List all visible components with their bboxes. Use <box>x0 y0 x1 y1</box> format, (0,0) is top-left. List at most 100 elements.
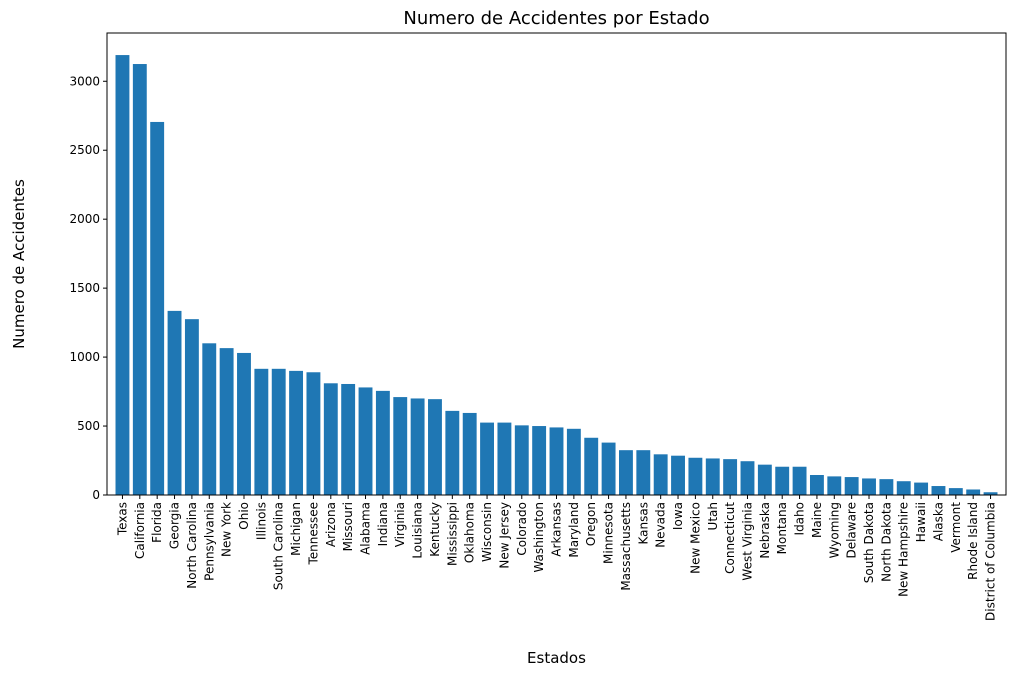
x-tick-label: Alabama <box>359 502 373 555</box>
bar-alabama <box>358 387 373 495</box>
bar-nevada <box>653 454 668 495</box>
bar-north-dakota <box>879 479 894 495</box>
bar-utah <box>705 458 720 495</box>
bar-mississippi <box>445 410 460 495</box>
y-tick-label: 500 <box>77 419 100 433</box>
bar-illinois <box>254 368 269 495</box>
bar-north-carolina <box>184 319 199 495</box>
chart-title: Numero de Accidentes por Estado <box>403 8 709 29</box>
bar-virginia <box>393 397 408 495</box>
x-tick-label: Michigan <box>289 502 303 556</box>
x-tick-label: Alaska <box>931 502 945 541</box>
bar-michigan <box>289 370 304 495</box>
bar-montana <box>775 466 790 495</box>
x-tick-label: Pennsylvania <box>202 502 216 581</box>
x-tick-label: Kentucky <box>428 502 442 557</box>
bar-tennessee <box>306 372 321 495</box>
bar-kansas <box>636 450 651 495</box>
bar-arizona <box>323 383 338 495</box>
bar-maryland <box>566 428 581 495</box>
x-tick-label: New Jersey <box>497 502 511 569</box>
x-tick-label: New York <box>220 502 234 557</box>
x-tick-label: Maine <box>810 502 824 538</box>
x-tick-label: Colorado <box>515 502 529 556</box>
x-tick-label: New Mexico <box>688 502 702 574</box>
x-tick-label: Ohio <box>237 502 251 530</box>
x-tick-label: Vermont <box>949 502 963 553</box>
bar-florida <box>150 121 165 495</box>
x-tick-label: Iowa <box>671 502 685 530</box>
x-tick-label: Arkansas <box>550 502 564 557</box>
bar-delaware <box>844 477 859 495</box>
y-tick-label: 1500 <box>69 281 100 295</box>
x-tick-label: Nebraska <box>758 502 772 559</box>
y-axis-label: Numero de Accidentes <box>10 179 28 349</box>
y-tick-label: 0 <box>92 488 100 502</box>
x-tick-label: Illinois <box>254 502 268 540</box>
x-tick-label: Massachusetts <box>619 502 633 591</box>
x-tick-label: Florida <box>150 502 164 543</box>
bar-wisconsin <box>480 422 494 495</box>
bar-missouri <box>341 383 356 495</box>
x-tick-label: Texas <box>115 502 129 536</box>
x-tick-label: Delaware <box>845 502 859 559</box>
x-tick-label: Idaho <box>793 502 807 535</box>
bar-california <box>132 64 147 496</box>
x-tick-label: Utah <box>706 502 720 530</box>
bar-hawaii <box>914 482 929 495</box>
x-tick-label: New Hampshire <box>897 502 911 597</box>
y-tick-label: 2500 <box>69 143 100 157</box>
x-tick-label: Oregon <box>584 502 598 546</box>
x-tick-label: Tennessee <box>306 502 320 566</box>
bar-new-jersey <box>497 422 512 495</box>
bar-arkansas <box>549 427 564 495</box>
bar-new-mexico <box>688 457 703 495</box>
x-tick-label: Georgia <box>168 502 182 549</box>
x-tick-label: Louisiana <box>411 502 425 559</box>
bars-group <box>115 55 998 496</box>
x-tick-label: District of Columbia <box>984 502 998 621</box>
x-tick-label: Rhode Island <box>966 502 980 580</box>
y-tick-label: 1000 <box>69 350 100 364</box>
x-tick-label: Connecticut <box>723 502 737 574</box>
bar-south-carolina <box>271 368 286 495</box>
x-tick-label: Minnesota <box>602 502 616 564</box>
x-axis: Texas California Florida Georgia North Carol… <box>115 495 998 621</box>
x-tick-label: Missouri <box>341 502 355 551</box>
bar-vermont <box>948 488 963 495</box>
bar-oregon <box>584 437 599 495</box>
bar-rhode-island <box>966 489 981 495</box>
x-axis-label: Estados <box>527 649 586 667</box>
bar-oklahoma <box>462 412 477 495</box>
x-tick-label: Washington <box>532 502 546 573</box>
x-tick-label: Maryland <box>567 502 581 558</box>
bar-new-hampshire <box>896 481 911 495</box>
y-tick-label: 2000 <box>69 212 100 226</box>
bar-minnesota <box>601 442 616 495</box>
x-tick-label: North Carolina <box>185 502 199 589</box>
x-tick-label: Kansas <box>636 502 650 544</box>
bar-indiana <box>375 390 390 495</box>
bar-texas <box>115 55 130 495</box>
bar-connecticut <box>723 459 738 495</box>
bar-colorado <box>514 425 529 495</box>
x-tick-label: North Dakota <box>879 502 893 582</box>
x-tick-label: West Virginia <box>740 502 754 581</box>
bar-iowa <box>671 455 685 495</box>
bar-nebraska <box>757 464 772 495</box>
x-tick-label: Virginia <box>393 502 407 547</box>
bar-new-york <box>219 348 234 495</box>
x-tick-label: Nevada <box>654 502 668 548</box>
x-tick-label: Indiana <box>376 502 390 546</box>
y-tick-label: 3000 <box>69 74 100 88</box>
bar-massachusetts <box>619 450 633 495</box>
bar-idaho <box>792 466 807 495</box>
x-tick-label: Arizona <box>324 502 338 547</box>
bar-louisiana <box>410 398 425 495</box>
bar-georgia <box>167 310 182 495</box>
bar-washington <box>532 426 547 495</box>
bar-kentucky <box>428 399 442 495</box>
bar-wyoming <box>827 476 842 495</box>
